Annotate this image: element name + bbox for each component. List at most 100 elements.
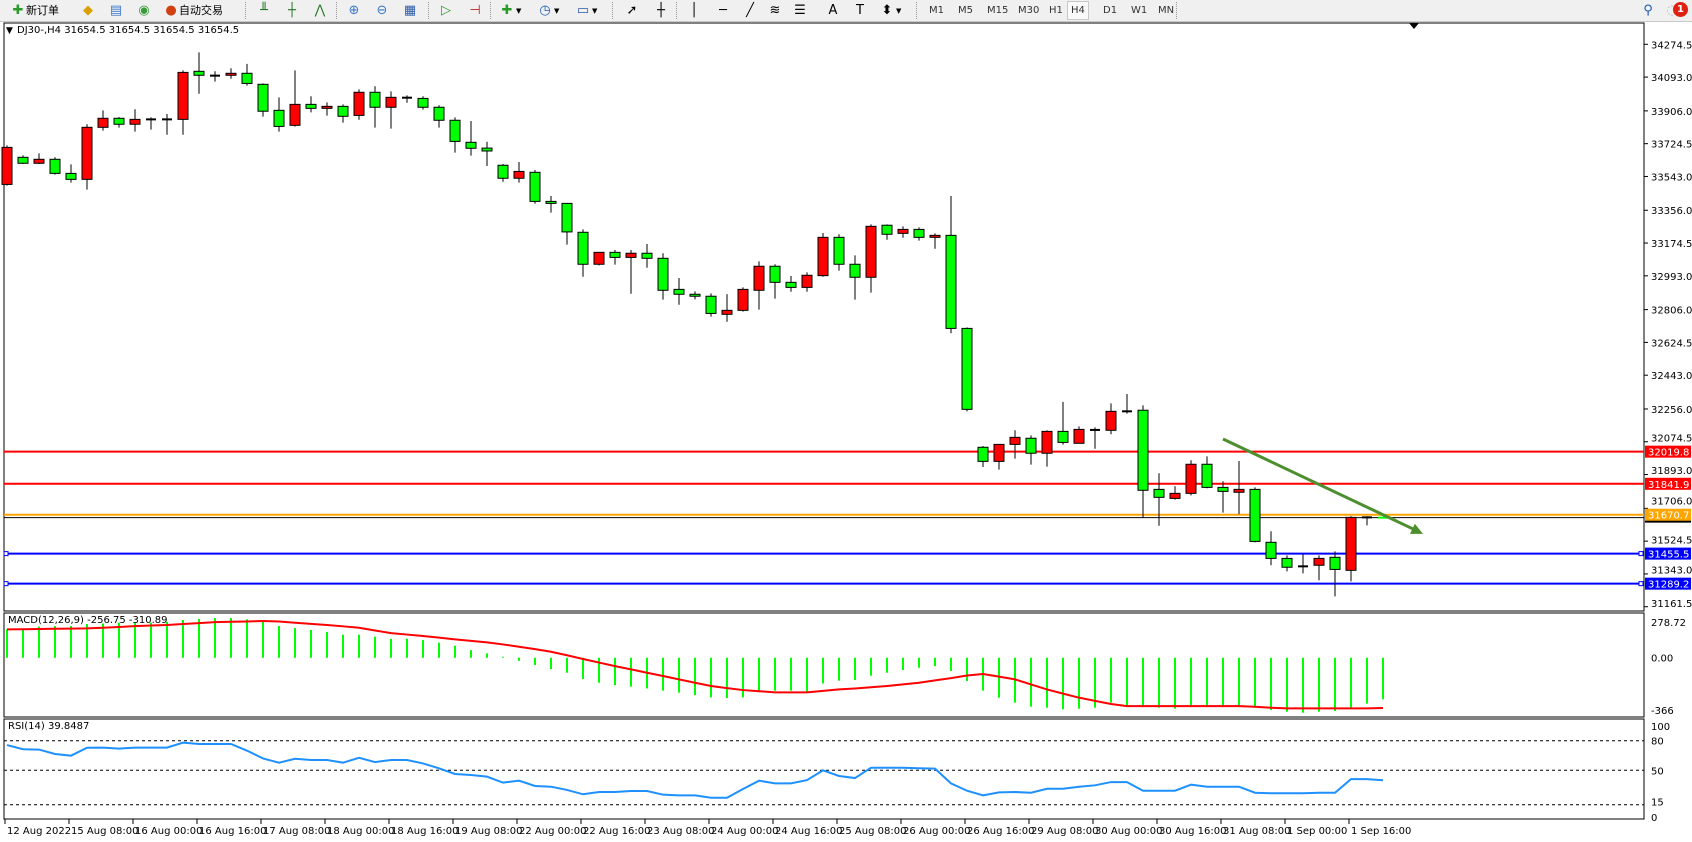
timeframe-m15[interactable]: M15 <box>987 5 1009 16</box>
price-tick-label: 32993.0 <box>1651 272 1692 283</box>
bar-chart-button[interactable]: ╨ <box>256 2 272 19</box>
text-button[interactable]: A <box>825 2 841 19</box>
crosshair-button[interactable]: ┼ <box>653 2 669 19</box>
timeframe-h1[interactable]: H1 <box>1049 5 1063 16</box>
time-label: 18 Aug 16:00 <box>391 826 458 837</box>
timeframe-m5[interactable]: M5 <box>958 5 973 16</box>
candle-body <box>305 103 317 109</box>
cursor-button[interactable]: ➚ <box>624 2 640 19</box>
candle <box>817 233 829 277</box>
gold-button[interactable]: ◆ <box>80 2 96 19</box>
arrows-button[interactable]: ⬍ ▼ <box>879 2 902 19</box>
chart-menu-triangle-icon[interactable]: ▼ <box>6 26 13 36</box>
time-label: 26 Aug 16:00 <box>967 826 1034 837</box>
candle-body <box>577 231 589 265</box>
candle-body <box>961 327 973 410</box>
level-price-box <box>1645 547 1691 560</box>
chart-shift-button[interactable]: ⊣ <box>467 2 483 19</box>
main-price-pane[interactable] <box>1 22 1645 612</box>
candle-body <box>705 295 717 314</box>
timeframe-m30[interactable]: M30 <box>1018 5 1040 16</box>
timeframe-mn[interactable]: MN <box>1158 5 1175 16</box>
new-order-button[interactable]: ✚ 新订单 <box>10 2 59 19</box>
candle <box>753 261 765 310</box>
candle <box>593 251 605 266</box>
candle <box>33 153 45 164</box>
autoscroll-button[interactable]: ▷ <box>438 2 454 19</box>
level-handle[interactable] <box>1638 551 1644 557</box>
candle <box>433 105 445 128</box>
time-label: 30 Aug 16:00 <box>1159 826 1226 837</box>
candle-body <box>657 257 669 291</box>
periods-icon: ◷ <box>539 3 551 18</box>
fibonacci-expansion-button[interactable]: ≋ <box>767 2 783 19</box>
zoom-in-button[interactable]: ⊕ <box>346 2 362 19</box>
candle <box>961 327 973 412</box>
candle-body <box>1185 463 1197 494</box>
candle-body <box>1009 436 1021 445</box>
timeframe-d1[interactable]: D1 <box>1103 5 1118 16</box>
time-label: 17 Aug 08:00 <box>263 826 330 837</box>
crosshair-icon: ┼ <box>657 3 665 18</box>
time-label: 15 Aug 08:00 <box>71 826 138 837</box>
candle-body <box>1313 557 1325 566</box>
timeframe-h4[interactable]: H4 <box>1067 1 1089 20</box>
candlestick-button[interactable]: ┼ <box>284 2 300 19</box>
candle <box>1249 487 1261 543</box>
candle-body <box>865 225 877 278</box>
candle <box>1329 551 1341 597</box>
auto-trading-icon: ● <box>165 3 177 18</box>
fibonacci-fan-button[interactable]: ☰ <box>792 2 808 19</box>
level-handle[interactable] <box>3 551 9 557</box>
rsi-pane[interactable] <box>3 718 1645 820</box>
zoom-out-button[interactable]: ⊖ <box>374 2 390 19</box>
candle <box>737 287 749 312</box>
candle-body <box>529 171 541 202</box>
horizontal-line-button[interactable]: ─ <box>715 2 731 19</box>
candle <box>225 68 237 79</box>
price-tick-label: 33174.5 <box>1651 239 1692 250</box>
candle <box>465 120 477 156</box>
level-handle[interactable] <box>3 581 9 587</box>
add-indicator-button[interactable]: ✚ ▼ <box>499 2 522 19</box>
timeframe-w1[interactable]: W1 <box>1131 5 1148 16</box>
level-handle[interactable] <box>1638 581 1644 587</box>
search-icon: ⚲ <box>1643 3 1653 18</box>
timeframe-m1[interactable]: M1 <box>929 5 944 16</box>
candle-body <box>1169 492 1181 499</box>
candle-body <box>289 103 301 126</box>
dropdown-arrow-icon: ▼ <box>896 6 902 15</box>
bar-chart-icon: ╨ <box>260 3 268 18</box>
candle-body <box>1233 488 1245 493</box>
chart-shift-marker-icon[interactable] <box>1409 23 1419 29</box>
price-tick-label: 33724.5 <box>1651 140 1692 151</box>
templates-button[interactable]: ▭ ▼ <box>575 2 598 19</box>
notification-icon: ◌ <box>1666 3 1678 18</box>
signals-button[interactable]: ◉ <box>136 2 152 19</box>
line-chart-button[interactable]: ⋀ <box>312 2 328 19</box>
candle <box>1233 461 1245 515</box>
candle <box>993 443 1005 470</box>
trendline-button[interactable]: ╱ <box>742 2 758 19</box>
candle <box>1185 460 1197 496</box>
text-label-button[interactable]: T <box>852 2 868 19</box>
candle-body <box>481 147 493 152</box>
periods-button[interactable]: ◷ ▼ <box>537 2 559 19</box>
toolbar: ✚ 新订单 ◆ ▤ ◉ ● 自动交易 ╨ ┼ ⋀ ⊕ ⊖ ▦ ▷ ⊣ ✚ ▼ ◷ ▼ ▭… <box>0 0 1692 22</box>
market-watch-button[interactable]: ▤ <box>108 2 124 19</box>
candle-body <box>321 105 333 109</box>
tile-windows-button[interactable]: ▦ <box>402 2 418 19</box>
vertical-line-button[interactable]: │ <box>686 2 702 19</box>
candle <box>1345 516 1357 582</box>
candle-body <box>945 234 957 329</box>
search-button[interactable]: ⚲ <box>1640 2 1656 19</box>
notification-button[interactable]: ◌ 1 <box>1664 2 1690 19</box>
macd-pane[interactable] <box>3 612 1645 718</box>
candle <box>1025 435 1037 465</box>
candle <box>625 249 637 294</box>
rsi-axis-label: 0 <box>1651 813 1657 824</box>
auto-trading-button[interactable]: ● 自动交易 <box>163 2 223 19</box>
candle <box>449 117 461 153</box>
trend-arrow-line[interactable] <box>1222 437 1418 533</box>
